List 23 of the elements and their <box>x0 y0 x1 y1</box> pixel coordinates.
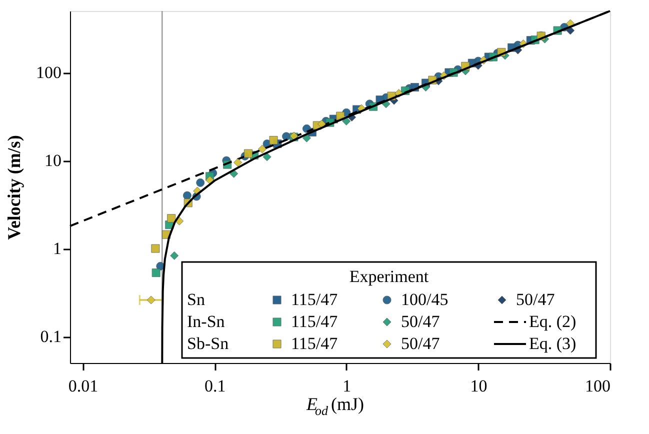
x-tick-label: 10 <box>470 376 488 396</box>
y-tick-label: 1 <box>53 239 62 258</box>
legend-label: 50/47 <box>401 312 440 331</box>
legend-label: 115/47 <box>291 312 338 331</box>
legend-title: Experiment <box>349 267 429 286</box>
y-tick-label: 0.1 <box>40 327 62 346</box>
legend-label: 115/47 <box>291 290 338 309</box>
legend-label: 50/47 <box>516 290 556 309</box>
y-axis-title: Velocity (m/s) <box>4 135 24 240</box>
annotation: Sn <box>187 290 206 309</box>
legend-label: Eq. (2) <box>529 312 576 331</box>
x-tick-label: 100 <box>585 376 610 396</box>
y-tick-label: 10 <box>44 151 62 170</box>
x-tick-label: 0.1 <box>204 376 226 396</box>
annotation: In-Sn <box>187 312 226 331</box>
legend-label: 50/47 <box>401 334 440 353</box>
legend-label: 115/47 <box>291 334 338 353</box>
y-tick-label: 100 <box>36 63 62 82</box>
annotation: Sb-Sn <box>187 334 230 353</box>
legend-label: 100/45 <box>401 290 448 309</box>
legend-label: Eq. (3) <box>529 334 576 353</box>
x-tick-label: 0.01 <box>68 376 98 396</box>
x-tick-label: 1 <box>342 376 352 396</box>
